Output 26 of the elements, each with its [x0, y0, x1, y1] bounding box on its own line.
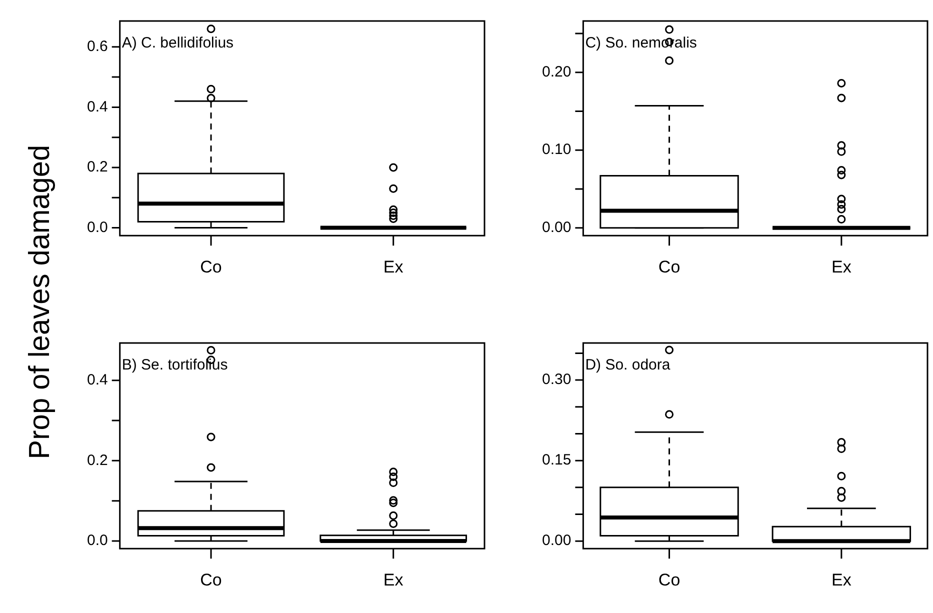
x-tick-label: Co: [658, 570, 680, 590]
y-tick-label: 0.2: [86, 158, 108, 176]
x-tick-label: Ex: [383, 257, 404, 276]
y-tick-label: 0.6: [86, 38, 108, 56]
x-tick-label: Ex: [832, 570, 852, 590]
y-tick-label: 0.4: [86, 98, 108, 116]
x-tick-label: Ex: [383, 570, 404, 590]
text: B) Se. tortifolius: [122, 356, 228, 374]
x-tick-label: Ex: [832, 257, 852, 276]
y-tick-label: 0.2: [86, 452, 108, 469]
y-tick-label: 0.15: [542, 452, 572, 469]
x-tick-label: Co: [200, 570, 222, 590]
text: D) So. odora: [585, 356, 671, 374]
y-tick-label: 0.20: [542, 63, 572, 80]
x-tick-label: Co: [200, 257, 222, 276]
text: A) C. bellidifolius: [122, 34, 234, 52]
y-tick-label: 0.10: [542, 141, 572, 158]
y-tick-label: 0.30: [542, 371, 572, 388]
x-tick-label: Co: [658, 257, 680, 276]
y-tick-label: 0.00: [542, 532, 572, 550]
y-tick-label: 0.4: [86, 371, 108, 388]
text: C) So. nemoralis: [585, 34, 697, 52]
y-tick-label: 0.0: [86, 218, 108, 236]
y-tick-label: 0.00: [542, 218, 572, 236]
y-tick-label: 0.0: [86, 532, 108, 550]
y-axis-title: Prop of leaves damaged: [23, 144, 57, 462]
